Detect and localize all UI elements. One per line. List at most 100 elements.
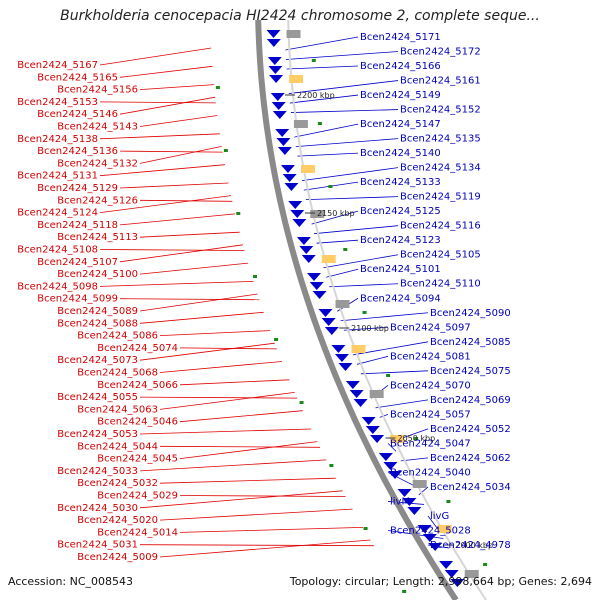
left-gene-label[interactable]: Bcen2424_5136: [37, 146, 118, 157]
left-gene-label[interactable]: Bcen2424_5032: [77, 478, 158, 489]
left-gene-label[interactable]: Bcen2424_5100: [57, 269, 138, 280]
right-gene-label[interactable]: Bcen2424_5149: [360, 90, 441, 101]
forward-gene-arrow: [318, 309, 333, 317]
forward-gene-arrow: [439, 561, 454, 569]
left-gene-label[interactable]: Bcen2424_5086: [77, 331, 158, 342]
right-gene-label[interactable]: Bcen2424_5125: [360, 206, 441, 217]
right-gene-label[interactable]: Bcen2424_5166: [360, 61, 441, 72]
right-gene-label[interactable]: livG: [430, 511, 449, 522]
left-gene-label[interactable]: Bcen2424_5033: [57, 466, 138, 477]
right-gene-label[interactable]: Bcen2424_5140: [360, 148, 441, 159]
forward-gene-arrow: [397, 489, 412, 497]
left-gene-label[interactable]: Bcen2424_5153: [17, 97, 98, 108]
left-gene-label[interactable]: Bcen2424_5124: [17, 208, 98, 219]
right-gene-label[interactable]: Bcen2424_5116: [400, 221, 481, 232]
left-gene-label[interactable]: Bcen2424_5108: [17, 245, 98, 256]
right-gene-label[interactable]: Bcen2424_5069: [430, 395, 511, 406]
forward-gene-arrow: [349, 390, 364, 398]
right-gene-label[interactable]: Bcen2424_5123: [360, 235, 441, 246]
left-gene-label[interactable]: Bcen2424_5099: [37, 294, 118, 305]
left-gene-label[interactable]: Bcen2424_5044: [77, 441, 158, 452]
left-gene-label[interactable]: Bcen2424_5073: [57, 355, 138, 366]
left-gene-label[interactable]: Bcen2424_5118: [37, 220, 118, 231]
left-gene-label[interactable]: Bcen2424_5167: [17, 60, 98, 71]
right-gene-label[interactable]: Bcen2424_5034: [430, 482, 511, 493]
left-gene-label[interactable]: Bcen2424_5089: [57, 306, 138, 317]
left-gene-label[interactable]: Bcen2424_5020: [77, 515, 158, 526]
left-gene-label[interactable]: Bcen2424_5031: [57, 540, 138, 551]
left-gene-label[interactable]: Bcen2424_5143: [57, 122, 138, 133]
map-title: Burkholderia cenocepacia HI2424 chromoso…: [60, 8, 540, 24]
right-gene-label[interactable]: Bcen2424_5090: [430, 308, 511, 319]
left-gene-label[interactable]: Bcen2424_5129: [37, 183, 118, 194]
annotation-block: [351, 345, 366, 353]
left-gene-label[interactable]: Bcen2424_5009: [77, 552, 158, 563]
tick-mark: [402, 590, 407, 593]
right-gene-label[interactable]: Bcen2424_5161: [400, 76, 481, 87]
left-gene-label[interactable]: Bcen2424_5055: [57, 392, 138, 403]
right-gene-label[interactable]: Bcen2424_5070: [390, 380, 471, 391]
scale-label: 2000 kbp: [455, 541, 493, 550]
right-gene-label[interactable]: Bcen2424_5171: [360, 32, 441, 43]
annotation-block: [300, 165, 315, 173]
left-gene-label[interactable]: Bcen2424_5074: [97, 343, 178, 354]
left-gene-label[interactable]: Bcen2424_5088: [57, 318, 138, 329]
left-gene-label[interactable]: Bcen2424_5046: [97, 417, 178, 428]
right-gene-label[interactable]: Bcen2424_5135: [400, 134, 481, 145]
right-gene-label[interactable]: Bcen2424_5133: [360, 177, 441, 188]
left-gene-label[interactable]: Bcen2424_5113: [57, 232, 138, 243]
right-gene-label[interactable]: Bcen2424_5152: [400, 105, 481, 116]
left-leader-line: [99, 281, 254, 287]
forward-gene-arrow: [276, 138, 291, 146]
right-gene-label[interactable]: Bcen2424_5052: [430, 424, 511, 435]
left-leader-line: [139, 396, 298, 399]
right-gene-label[interactable]: Bcen2424_4978: [430, 540, 511, 551]
right-gene-label[interactable]: Bcen2424_5119: [400, 192, 481, 203]
left-gene-label[interactable]: Bcen2424_5146: [37, 109, 118, 120]
forward-gene-arrow: [417, 525, 432, 533]
right-gene-label[interactable]: Bcen2424_5062: [430, 453, 511, 464]
left-gene-label[interactable]: Bcen2424_5053: [57, 429, 138, 440]
right-leader-line: [290, 109, 399, 113]
right-gene-label[interactable]: Bcen2424_5110: [400, 279, 481, 290]
right-gene-label[interactable]: Bcen2424_5172: [400, 47, 481, 58]
left-gene-label[interactable]: Bcen2424_5126: [57, 195, 138, 206]
right-gene-label[interactable]: Bcen2424_5085: [430, 337, 511, 348]
right-gene-label[interactable]: Bcen2424_5057: [390, 409, 471, 420]
left-gene-label[interactable]: Bcen2424_5068: [77, 368, 158, 379]
left-gene-label[interactable]: Bcen2424_5156: [57, 85, 138, 96]
right-gene-label[interactable]: Bcen2424_5075: [430, 366, 511, 377]
left-gene-label[interactable]: Bcen2424_5030: [57, 503, 138, 514]
backbone-arc: [255, 19, 459, 600]
left-gene-label[interactable]: Bcen2424_5066: [97, 380, 178, 391]
right-gene-label[interactable]: Bcen2424_5040: [390, 467, 471, 478]
forward-gene-arrow: [353, 399, 368, 407]
left-gene-label[interactable]: Bcen2424_5132: [57, 158, 138, 169]
right-gene-label[interactable]: Bcen2424_5097: [390, 322, 471, 333]
right-gene-label[interactable]: Bcen2424_5105: [400, 250, 481, 261]
right-gene-label[interactable]: Bcen2424_5047: [390, 438, 471, 449]
left-gene-label[interactable]: Bcen2424_5014: [97, 527, 178, 538]
right-gene-label[interactable]: Bcen2424_5028: [390, 525, 471, 536]
left-gene-label[interactable]: Bcen2424_5107: [37, 257, 118, 268]
left-gene-label[interactable]: Bcen2424_5029: [97, 491, 178, 502]
tick-mark: [483, 563, 488, 566]
left-gene-label[interactable]: Bcen2424_5131: [17, 171, 98, 182]
left-gene-label[interactable]: Bcen2424_5098: [17, 281, 98, 292]
right-gene-label[interactable]: Bcen2424_5081: [390, 351, 471, 362]
left-leader-line: [139, 311, 264, 324]
right-leader-line: [297, 152, 359, 157]
right-gene-label[interactable]: Bcen2424_5147: [360, 119, 441, 130]
tick-mark: [311, 59, 316, 62]
right-gene-label[interactable]: livM: [390, 496, 410, 507]
left-gene-label[interactable]: Bcen2424_5063: [77, 404, 158, 415]
left-gene-label[interactable]: Bcen2424_5045: [97, 454, 178, 465]
left-gene-label[interactable]: Bcen2424_5138: [17, 134, 98, 145]
right-gene-label[interactable]: Bcen2424_5134: [400, 163, 481, 174]
right-leader-line: [289, 94, 359, 104]
right-gene-label[interactable]: Bcen2424_5094: [360, 293, 441, 304]
forward-gene-arrow: [309, 282, 324, 290]
left-gene-label[interactable]: Bcen2424_5165: [37, 72, 118, 83]
right-gene-label[interactable]: Bcen2424_5101: [360, 264, 441, 275]
